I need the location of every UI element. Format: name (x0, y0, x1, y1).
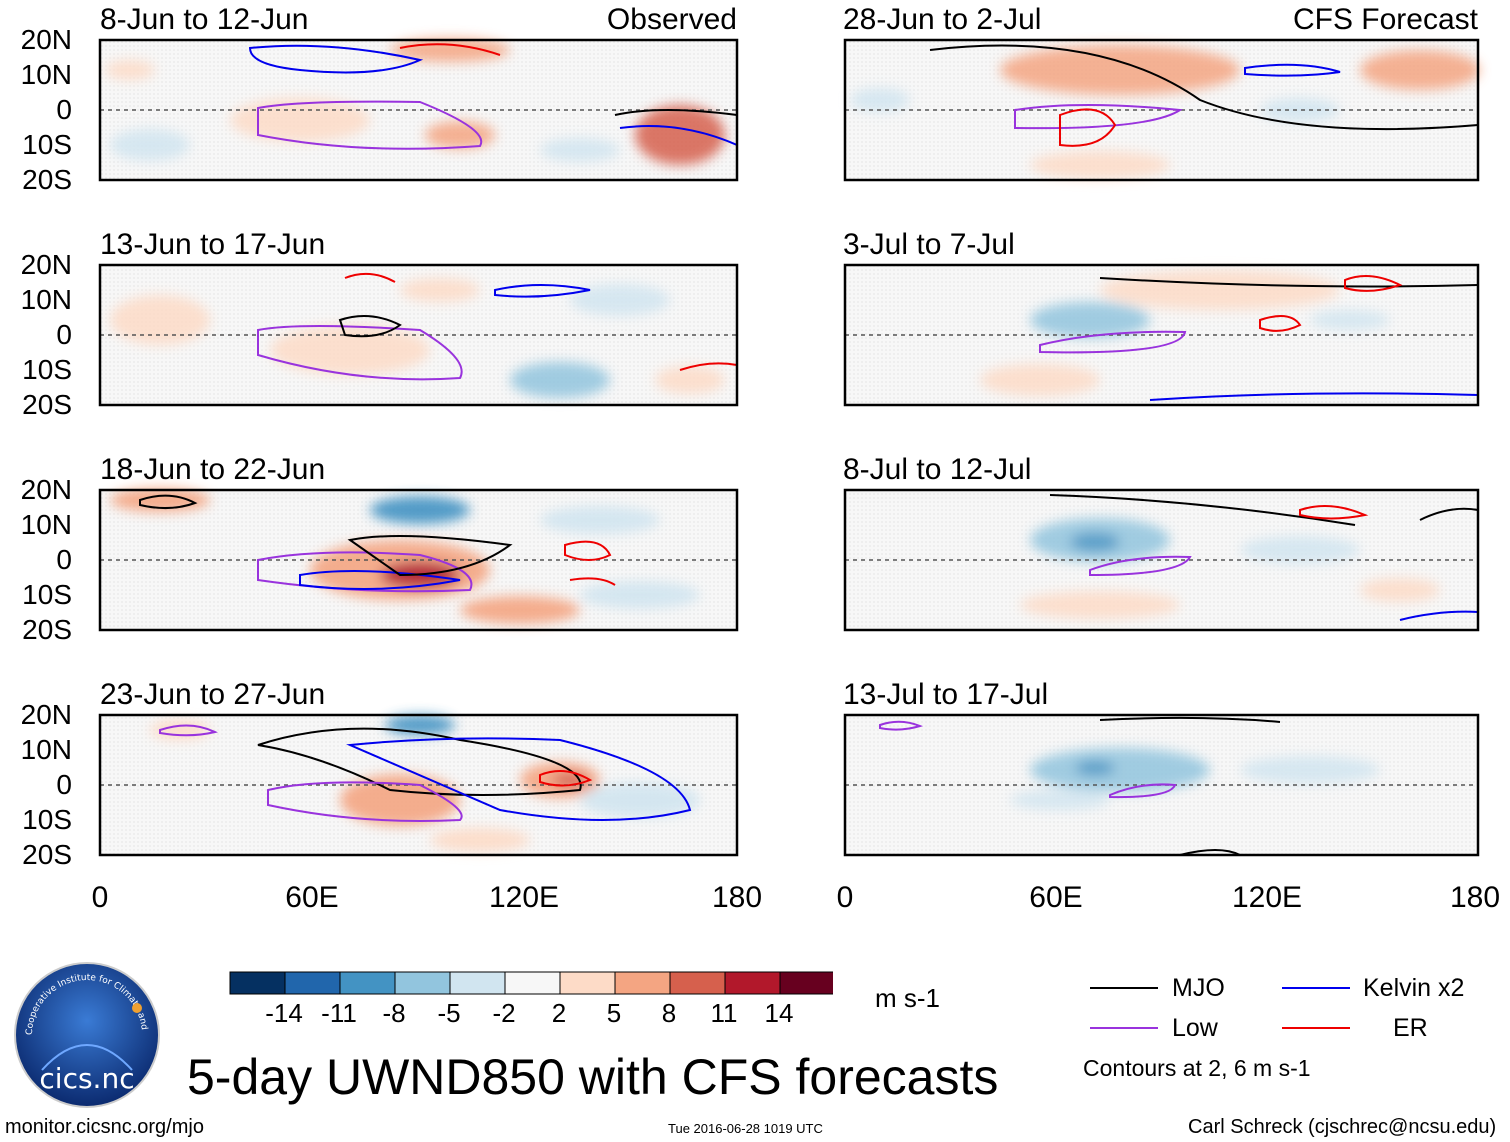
lat-tick: 0 (56, 769, 72, 800)
panel-title: 28-Jun to 2-Jul (843, 3, 1042, 36)
lon-tick: 120E (1231, 881, 1303, 914)
colorbar-swatch (614, 971, 671, 995)
colorbar-swatch (449, 971, 506, 995)
lat-tick: 10S (22, 354, 72, 385)
map-panel-observed-1 (98, 38, 739, 182)
observed-label: Observed (606, 3, 737, 36)
lat-tick: 20N (20, 474, 72, 505)
colorbar-swatch (559, 971, 616, 995)
colorbar-swatch (669, 971, 726, 995)
map-panel-observed-4 (98, 713, 739, 857)
colorbar-tick: -14 (265, 998, 303, 1028)
map-panel-observed-2 (98, 263, 739, 407)
lat-tick: 0 (56, 544, 72, 575)
panel-title: 8-Jul to 12-Jul (843, 453, 1032, 486)
panel-title: 18-Jun to 22-Jun (100, 453, 326, 486)
colorbar-swatch (779, 971, 833, 995)
footer-timestamp: Tue 2016-06-28 1019 UTC (668, 1121, 823, 1136)
legend-label-kelvin: Kelvin x2 (1363, 974, 1465, 1002)
map-panel-forecast-1 (843, 38, 1480, 182)
lon-tick: 180 (1449, 881, 1501, 914)
chart-title: 5-day UWND850 with CFS forecasts (187, 1049, 999, 1105)
logo-text: cics.nc (39, 1062, 134, 1095)
colorbar-tick: -11 (321, 998, 357, 1028)
colorbar-swatch (339, 971, 396, 995)
colorbar-tick: 14 (764, 998, 794, 1028)
legend-line-mjo (1090, 987, 1158, 989)
lon-tick: 0 (836, 881, 854, 914)
lon-tick: 60E (285, 881, 339, 914)
footer-author: Carl Schreck (cjschrec@ncsu.edu) (1188, 1116, 1497, 1138)
legend-label-mjo: MJO (1172, 974, 1225, 1002)
colorbar-tick: 8 (661, 998, 677, 1028)
lat-tick: 20N (20, 699, 72, 730)
lat-tick: 10N (20, 284, 72, 315)
panel-title: 3-Jul to 7-Jul (843, 228, 1015, 261)
lat-tick: 0 (56, 319, 72, 350)
cics-nc-logo: Cooperative Institute for Climate and Sa… (12, 960, 160, 1108)
lat-tick: 10N (20, 734, 72, 765)
colorbar-swatch (229, 971, 286, 995)
legend-label-low: Low (1172, 1014, 1218, 1042)
lat-tick: 20S (22, 389, 72, 420)
legend-label-er: ER (1393, 1014, 1428, 1042)
colorbar-tick: 2 (551, 998, 567, 1028)
map-panels (98, 38, 1480, 857)
lon-tick: 60E (1029, 881, 1083, 914)
lat-tick: 20S (22, 839, 72, 870)
colorbar-tick: -5 (437, 998, 461, 1028)
colorbar-tick: -8 (382, 998, 406, 1028)
lon-tick: 180 (711, 881, 763, 914)
lat-tick: 10N (20, 59, 72, 90)
map-panel-forecast-3 (843, 488, 1480, 632)
units-label: m s-1 (875, 983, 940, 1013)
colorbar-tick: 5 (606, 998, 622, 1028)
lat-tick: 20S (22, 164, 72, 195)
panel-title: 13-Jul to 17-Jul (843, 678, 1049, 711)
panel-title: 13-Jun to 17-Jun (100, 228, 326, 261)
map-panel-observed-3 (98, 488, 739, 632)
lat-tick: 0 (56, 94, 72, 125)
panel-title: 23-Jun to 27-Jun (100, 678, 326, 711)
map-panel-forecast-4 (843, 713, 1480, 857)
lon-tick: 120E (488, 881, 560, 914)
lat-tick: 10S (22, 579, 72, 610)
colorbar-tick: -2 (492, 998, 516, 1028)
legend-line-low (1090, 1027, 1158, 1029)
panel-title: 8-Jun to 12-Jun (100, 3, 309, 36)
colorbar-swatch (504, 971, 561, 995)
lat-tick: 10N (20, 509, 72, 540)
legend-line-er (1282, 1027, 1350, 1029)
footer-url: monitor.cicsnc.org/mjo (5, 1116, 204, 1138)
map-panel-forecast-2 (843, 263, 1480, 407)
colorbar-swatch (724, 971, 781, 995)
colorbar-swatch (394, 971, 451, 995)
lat-tick: 10S (22, 129, 72, 160)
contour-note: Contours at 2, 6 m s-1 (1083, 1055, 1311, 1081)
cfs-forecast-label: CFS Forecast (1292, 3, 1478, 36)
lat-tick: 20N (20, 249, 72, 280)
lon-tick: 0 (91, 881, 109, 914)
lat-tick: 10S (22, 804, 72, 835)
colorbar (229, 971, 833, 995)
legend-line-kelvin (1282, 987, 1350, 989)
colorbar-tick: 11 (710, 998, 738, 1028)
lat-tick: 20N (20, 24, 72, 55)
lat-tick: 20S (22, 614, 72, 645)
colorbar-swatch (284, 971, 341, 995)
